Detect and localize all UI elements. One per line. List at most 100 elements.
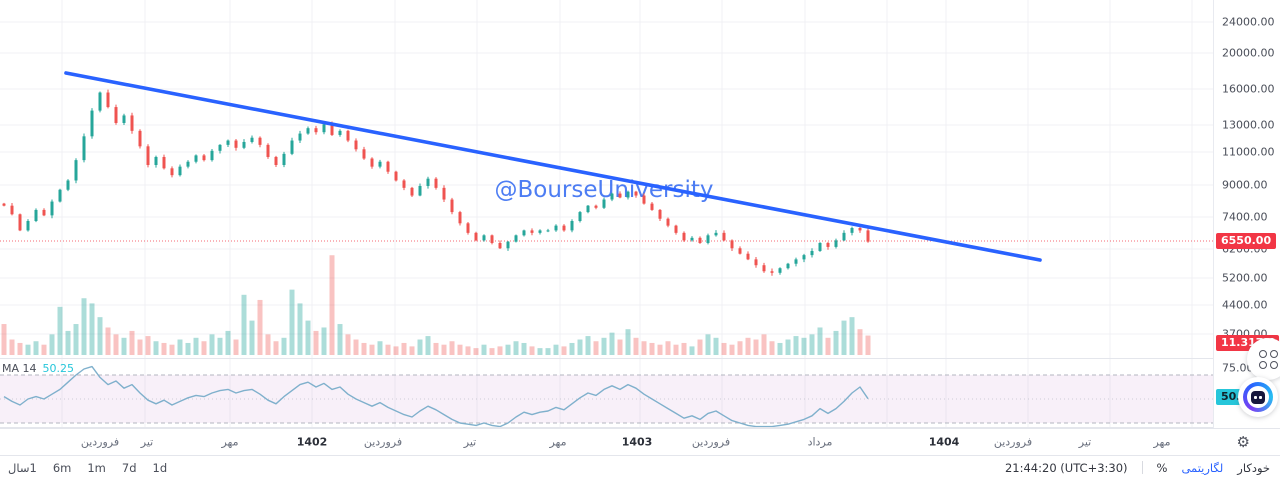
time-tick-month[interactable]: مهر bbox=[549, 435, 567, 449]
volume-bar bbox=[129, 330, 135, 355]
price-tick: 20000.00 bbox=[1222, 46, 1275, 60]
volume-bar bbox=[633, 337, 639, 355]
volume-bar bbox=[753, 339, 759, 355]
candle-body bbox=[226, 140, 230, 145]
candle-body bbox=[586, 205, 590, 213]
candle-body bbox=[650, 203, 654, 210]
candle-body bbox=[538, 230, 542, 233]
pane-separator-2[interactable] bbox=[0, 427, 1280, 428]
percent-scale-button[interactable]: % bbox=[1156, 460, 1168, 475]
candle-body bbox=[714, 232, 718, 236]
rsi-ma-label: MA 14 bbox=[2, 362, 37, 375]
candle-body bbox=[402, 180, 406, 188]
candle-body bbox=[866, 230, 870, 242]
volume-bar bbox=[337, 324, 343, 355]
range-button-7d[interactable]: 7d bbox=[121, 460, 137, 475]
candle-body bbox=[602, 199, 606, 208]
time-tick-month[interactable]: تیر bbox=[463, 435, 477, 449]
candle-body bbox=[18, 214, 22, 231]
candle-body bbox=[722, 232, 726, 241]
rsi-indicator-legend[interactable]: MA 14 50.25 bbox=[2, 362, 74, 375]
time-axis[interactable]: ⚙ فروردین تیر مهر 1402 فروردین تیر مهر 1403 فرور… bbox=[0, 428, 1280, 455]
time-tick-year[interactable]: 1402 bbox=[296, 435, 328, 449]
gear-icon[interactable]: ⚙ bbox=[1236, 433, 1250, 451]
volume-bar bbox=[241, 294, 247, 355]
time-tick-month[interactable]: مرداد bbox=[807, 435, 833, 449]
volume-bar bbox=[681, 342, 687, 355]
volume-bar bbox=[25, 344, 31, 355]
candle-body bbox=[418, 185, 422, 196]
bottom-toolbar: 1سال 6m 1m 7d 1d 21:44:20 (UTC+3:30) % لگاری… bbox=[0, 455, 1280, 479]
volume-bar bbox=[273, 341, 279, 355]
volume-bar bbox=[49, 334, 55, 355]
range-button-1سال[interactable]: 1سال bbox=[8, 460, 37, 475]
candle-body bbox=[362, 149, 366, 159]
price-tick: 24000.00 bbox=[1222, 15, 1275, 29]
candle-body bbox=[154, 156, 158, 165]
volume-bar bbox=[569, 342, 575, 355]
range-button-6m[interactable]: 6m bbox=[52, 460, 72, 475]
time-tick-month[interactable]: فروردین bbox=[363, 435, 403, 449]
auto-scale-button[interactable]: خودکار bbox=[1237, 460, 1270, 475]
candle-body bbox=[778, 268, 782, 273]
candle-body bbox=[26, 220, 30, 231]
time-tick-month[interactable]: مهر bbox=[1153, 435, 1171, 449]
apps-grid-icon bbox=[1258, 349, 1278, 369]
volume-bar bbox=[353, 339, 359, 355]
volume-bar bbox=[257, 299, 263, 355]
apps-menu-button[interactable] bbox=[1247, 338, 1280, 380]
time-tick-month[interactable]: فروردین bbox=[993, 435, 1033, 449]
last-price-badge: 6550.00 bbox=[1216, 233, 1277, 249]
time-tick-month[interactable]: تیر bbox=[140, 435, 154, 449]
range-button-1m[interactable]: 1m bbox=[87, 460, 106, 475]
volume-bar bbox=[833, 330, 839, 355]
volume-bar bbox=[649, 342, 655, 355]
log-scale-button[interactable]: لگاریتمی bbox=[1181, 460, 1224, 475]
volume-bar bbox=[617, 339, 623, 355]
candle-body bbox=[170, 168, 174, 176]
pane-separator[interactable] bbox=[0, 358, 1280, 359]
assistant-bot-button[interactable] bbox=[1238, 377, 1278, 417]
trendline[interactable] bbox=[64, 71, 1042, 262]
time-tick-month[interactable]: فروردین bbox=[691, 435, 731, 449]
candle-body bbox=[674, 225, 678, 233]
volume-bar bbox=[89, 303, 95, 355]
candle-body bbox=[314, 128, 318, 133]
candle-body bbox=[98, 92, 102, 111]
time-tick-year[interactable]: 1404 bbox=[928, 435, 960, 449]
time-tick-month[interactable]: فروردین bbox=[80, 435, 120, 449]
candle-body bbox=[706, 235, 710, 243]
time-tick-month[interactable]: تیر bbox=[1078, 435, 1092, 449]
toolbar-right: 21:44:20 (UTC+3:30) % لگاریتمی خودکار bbox=[1005, 461, 1270, 475]
volume-bar bbox=[505, 344, 511, 355]
candle-body bbox=[786, 263, 790, 269]
volume-bar bbox=[137, 339, 143, 355]
candle-body bbox=[354, 140, 358, 150]
volume-bar bbox=[409, 346, 415, 355]
candle-body bbox=[242, 141, 246, 148]
time-tick-month[interactable]: مهر bbox=[221, 435, 239, 449]
candle-body bbox=[258, 137, 262, 145]
volume-bar bbox=[537, 348, 543, 355]
candle-body bbox=[162, 156, 166, 169]
time-tick-year[interactable]: 1403 bbox=[621, 435, 653, 449]
range-button-1d[interactable]: 1d bbox=[152, 460, 168, 475]
price-tick: 16000.00 bbox=[1222, 82, 1275, 96]
volume-bar bbox=[825, 337, 831, 355]
candle-body bbox=[194, 155, 198, 162]
volume-bar bbox=[561, 346, 567, 355]
volume-bar bbox=[449, 341, 455, 355]
candle-body bbox=[514, 235, 518, 242]
candle-body bbox=[746, 253, 750, 260]
candle-body bbox=[530, 230, 534, 233]
chart-canvas[interactable]: @BourseUniversity bbox=[0, 0, 1213, 428]
candle-body bbox=[426, 178, 430, 186]
volume-bar bbox=[473, 348, 479, 355]
clock-label[interactable]: 21:44:20 (UTC+3:30) bbox=[1004, 460, 1128, 475]
candle-body bbox=[2, 203, 6, 206]
volume-bar bbox=[417, 339, 423, 355]
candle-body bbox=[146, 146, 150, 165]
candle-body bbox=[666, 218, 670, 226]
volume-bar bbox=[185, 342, 191, 355]
